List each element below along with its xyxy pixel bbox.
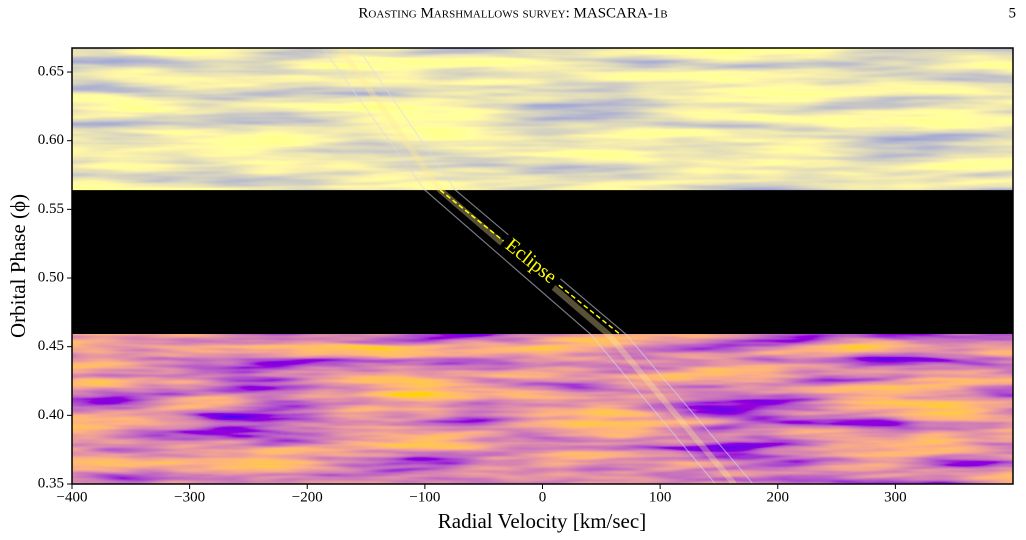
x-tick-label: 100: [649, 489, 672, 505]
y-tick-label: 0.40: [38, 407, 64, 423]
x-tick-label: −100: [409, 489, 440, 505]
y-tick-label: 0.45: [38, 338, 64, 354]
y-tick-label: 0.55: [38, 201, 64, 217]
x-tick-label: 0: [539, 489, 547, 505]
x-axis-label: Radial Velocity [km/sec]: [438, 509, 646, 533]
y-tick-label: 0.50: [38, 269, 64, 285]
y-tick-label: 0.60: [38, 132, 64, 148]
x-tick-label: −200: [292, 489, 323, 505]
label-bg: [496, 232, 564, 293]
pre-eclipse-map: [72, 48, 1013, 191]
y-tick-label: 0.35: [38, 475, 64, 491]
running-title: Roasting Marshmallows survey: MASCARA-1b: [358, 5, 667, 21]
y-axis-label: Orbital Phase (ϕ): [6, 194, 30, 338]
x-tick-label: 300: [884, 489, 907, 505]
page-number: 5: [1009, 5, 1017, 21]
model-track: [322, 48, 716, 484]
x-tick-label: −400: [57, 489, 88, 505]
x-tick-label: −300: [174, 489, 205, 505]
post-eclipse-map: [72, 334, 1013, 484]
y-tick-label: 0.65: [38, 63, 64, 79]
x-tick-label: 200: [767, 489, 790, 505]
